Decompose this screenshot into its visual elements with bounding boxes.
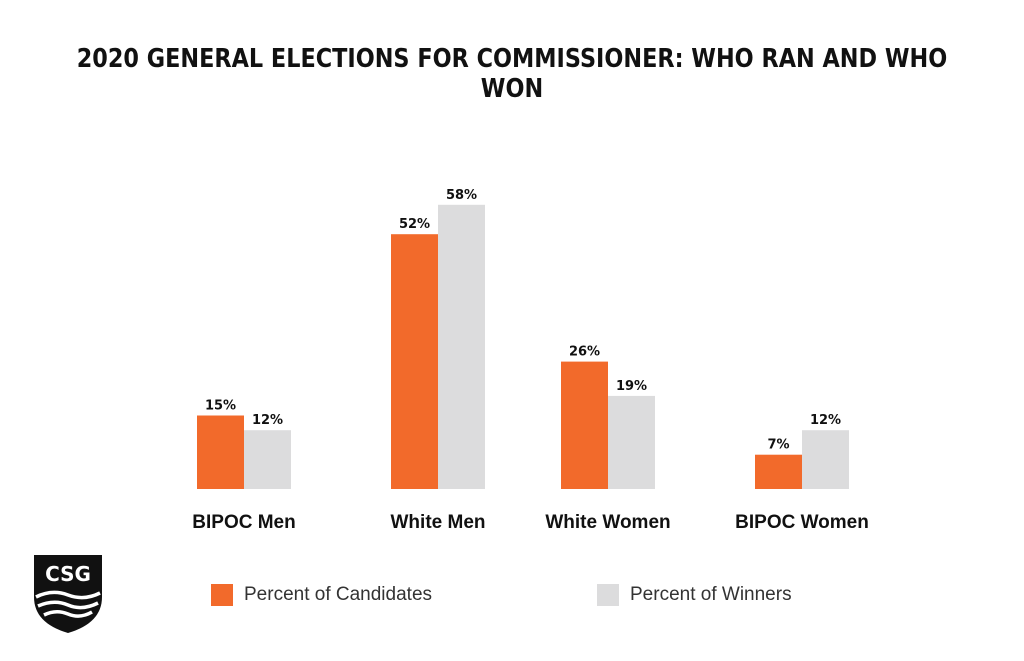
category-label-bipoc-women: BIPOC Women bbox=[735, 512, 869, 533]
category-label-white-men: White Men bbox=[391, 512, 486, 533]
legend-label-candidates: Percent of Candidates bbox=[244, 584, 433, 605]
data-label-percent-of-winners-bipoc-men: 12% bbox=[252, 413, 283, 428]
chart-title: 2020 GENERAL ELECTIONS FOR COMMISSIONER:… bbox=[76, 44, 948, 104]
legend-item-winners: Percent of Winners bbox=[597, 584, 792, 606]
legend-label-winners: Percent of Winners bbox=[630, 584, 792, 605]
category-label-bipoc-men: BIPOC Men bbox=[192, 512, 295, 533]
data-label-percent-of-candidates-white-women: 26% bbox=[569, 345, 600, 360]
data-label-percent-of-winners-white-women: 19% bbox=[616, 379, 647, 394]
bar-percent-of-candidates-white-women bbox=[561, 361, 608, 489]
category-label-white-women: White Women bbox=[545, 512, 670, 533]
bar-percent-of-candidates-bipoc-women bbox=[755, 454, 802, 489]
data-label-percent-of-winners-bipoc-women: 12% bbox=[810, 413, 841, 428]
legend-item-candidates: Percent of Candidates bbox=[211, 584, 432, 606]
bar-percent-of-candidates-white-men bbox=[391, 234, 438, 489]
bar-percent-of-candidates-bipoc-men bbox=[197, 415, 244, 489]
csg-logo: CSG bbox=[34, 555, 102, 633]
bar-percent-of-winners-white-men bbox=[438, 204, 485, 490]
data-label-percent-of-candidates-bipoc-men: 15% bbox=[205, 399, 236, 414]
legend-swatch-winners bbox=[597, 584, 619, 606]
bar-percent-of-winners-bipoc-women bbox=[802, 430, 849, 489]
legend-swatch-candidates bbox=[211, 584, 233, 606]
data-label-percent-of-candidates-white-men: 52% bbox=[399, 217, 430, 232]
data-label-percent-of-winners-white-men: 58% bbox=[446, 188, 477, 203]
svg-text:CSG: CSG bbox=[45, 562, 91, 586]
data-label-percent-of-candidates-bipoc-women: 7% bbox=[767, 438, 789, 453]
bar-percent-of-winners-bipoc-men bbox=[244, 430, 291, 489]
bar-percent-of-winners-white-women bbox=[608, 395, 655, 489]
